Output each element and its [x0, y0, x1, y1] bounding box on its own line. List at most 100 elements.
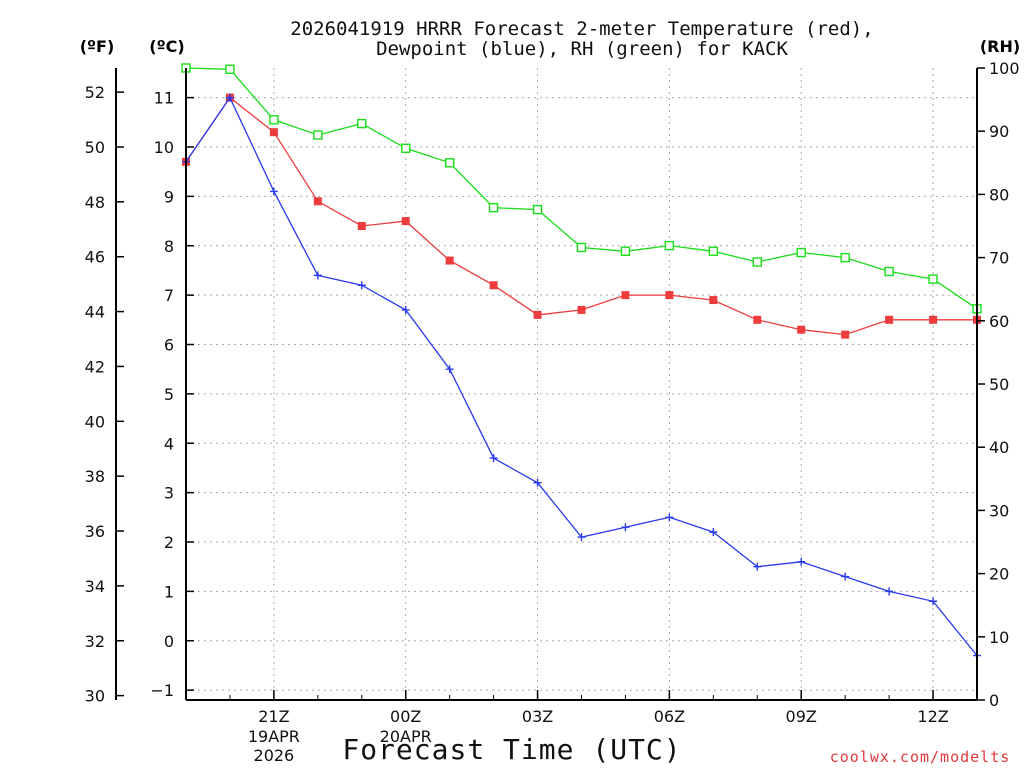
celsius-tick-label: 1 — [164, 582, 174, 601]
fahrenheit-tick-label: 46 — [85, 248, 105, 267]
time-tick-label: 09Z — [786, 707, 817, 726]
rh-point — [401, 143, 411, 153]
rh-tick-label: 10 — [989, 628, 1009, 647]
temperature-point — [621, 291, 630, 300]
rh-line — [185, 67, 978, 310]
rh-point — [840, 252, 850, 263]
time-tick-date: 20APR — [380, 727, 432, 746]
chart-title-line-2: Dewpoint (blue), RH (green) for KACK — [376, 38, 788, 60]
time-tick-year: 2026 — [254, 746, 295, 765]
celsius-tick-label: 9 — [164, 187, 174, 206]
celsius-tick-label: −1 — [150, 681, 174, 700]
fahrenheit-tick-label: 38 — [85, 467, 105, 486]
celsius-tick-label: 5 — [164, 385, 174, 404]
time-tick-date: 19APR — [248, 727, 300, 746]
rh-tick-label: 0 — [989, 691, 999, 710]
dewpoint-point — [357, 281, 366, 290]
fahrenheit-tick-label: 34 — [85, 577, 105, 596]
dewpoint-point — [225, 93, 234, 102]
celsius-unit-label: (ºC) — [149, 37, 184, 56]
labels: 2026041919 HRRR Forecast 2-meter Tempera… — [80, 18, 1020, 766]
dewpoint-point — [709, 528, 718, 537]
fahrenheit-tick-label: 48 — [85, 193, 105, 212]
celsius-tick-label: 2 — [164, 533, 174, 552]
temperature-point — [445, 256, 454, 265]
temperature-point — [929, 315, 938, 324]
time-tick-label: 03Z — [522, 707, 553, 726]
time-tick-label: 00Z — [390, 707, 421, 726]
chart-title-line-1: 2026041919 HRRR Forecast 2-meter Tempera… — [290, 18, 873, 40]
fahrenheit-tick-label: 44 — [85, 303, 105, 322]
rh-tick-label: 30 — [989, 501, 1009, 520]
dewpoint-point — [269, 187, 278, 196]
temperature-point — [357, 222, 366, 230]
rh-point — [796, 247, 806, 258]
rh-tick-label: 20 — [989, 565, 1009, 584]
fahrenheit-unit-label: (ºF) — [80, 37, 115, 56]
rh-tick-label: 50 — [989, 375, 1009, 394]
rh-point — [532, 204, 543, 215]
dewpoint-point — [313, 271, 322, 280]
fahrenheit-tick-label: 52 — [85, 83, 105, 102]
dewpoint-point — [489, 454, 498, 463]
temperature-point — [841, 330, 850, 339]
rh-tick-label: 40 — [989, 438, 1009, 457]
dewpoint-point — [929, 597, 938, 606]
temperature-point — [401, 217, 410, 226]
series-layer — [181, 63, 982, 660]
temperature-point — [797, 325, 806, 334]
fahrenheit-tick-label: 40 — [85, 412, 105, 431]
time-tick-label: 06Z — [654, 707, 685, 726]
rh-point — [664, 240, 675, 251]
dewpoint-point — [621, 523, 630, 532]
dewpoint-point — [841, 572, 850, 581]
rh-point — [752, 257, 762, 267]
rh-point — [444, 158, 455, 168]
temperature-point — [577, 305, 586, 314]
dewpoint-point — [665, 513, 674, 522]
celsius-tick-label: 0 — [164, 632, 174, 651]
dewpoint-point — [885, 587, 894, 596]
rh-point — [488, 202, 499, 213]
celsius-tick-label: 3 — [164, 484, 174, 503]
rh-unit-label: (RH) — [980, 37, 1020, 56]
dewpoint-point — [797, 557, 806, 566]
grid — [186, 68, 977, 700]
temperature-point — [533, 310, 542, 319]
fahrenheit-tick-label: 50 — [85, 138, 105, 157]
temperature-point — [709, 296, 718, 305]
dewpoint-point — [401, 305, 410, 314]
temperature-line — [185, 96, 977, 336]
rh-point — [269, 115, 279, 125]
x-axis-title: Forecast Time (UTC) — [342, 733, 681, 766]
dewpoint-point — [445, 365, 454, 374]
rh-tick-label: 70 — [989, 249, 1009, 268]
fahrenheit-tick-label: 42 — [85, 357, 105, 376]
rh-point — [708, 246, 719, 256]
temperature-point — [489, 281, 498, 290]
temperature-point — [665, 291, 674, 300]
rh-point — [357, 118, 367, 129]
celsius-tick-label: 7 — [164, 286, 174, 305]
temperature-point — [753, 315, 762, 324]
dewpoint-point — [533, 478, 542, 487]
rh-tick-label: 60 — [989, 312, 1009, 331]
rh-point — [576, 242, 587, 253]
rh-point — [928, 274, 938, 284]
dewpoint-point — [753, 562, 762, 571]
fahrenheit-tick-label: 32 — [85, 632, 105, 651]
rh-point — [884, 266, 894, 277]
rh-point — [225, 64, 235, 74]
celsius-tick-label: 11 — [154, 89, 174, 108]
dewpoint-point — [577, 533, 586, 542]
axes — [115, 67, 985, 701]
rh-tick-label: 90 — [989, 122, 1009, 141]
celsius-tick-label: 8 — [164, 237, 174, 256]
celsius-tick-label: 4 — [164, 434, 174, 453]
rh-point — [313, 130, 323, 140]
source-credit: coolwx.com/modelts — [830, 748, 1011, 766]
temperature-point — [269, 128, 278, 137]
celsius-tick-label: 6 — [164, 336, 174, 355]
fahrenheit-tick-label: 36 — [85, 522, 105, 541]
rh-point — [620, 246, 631, 256]
